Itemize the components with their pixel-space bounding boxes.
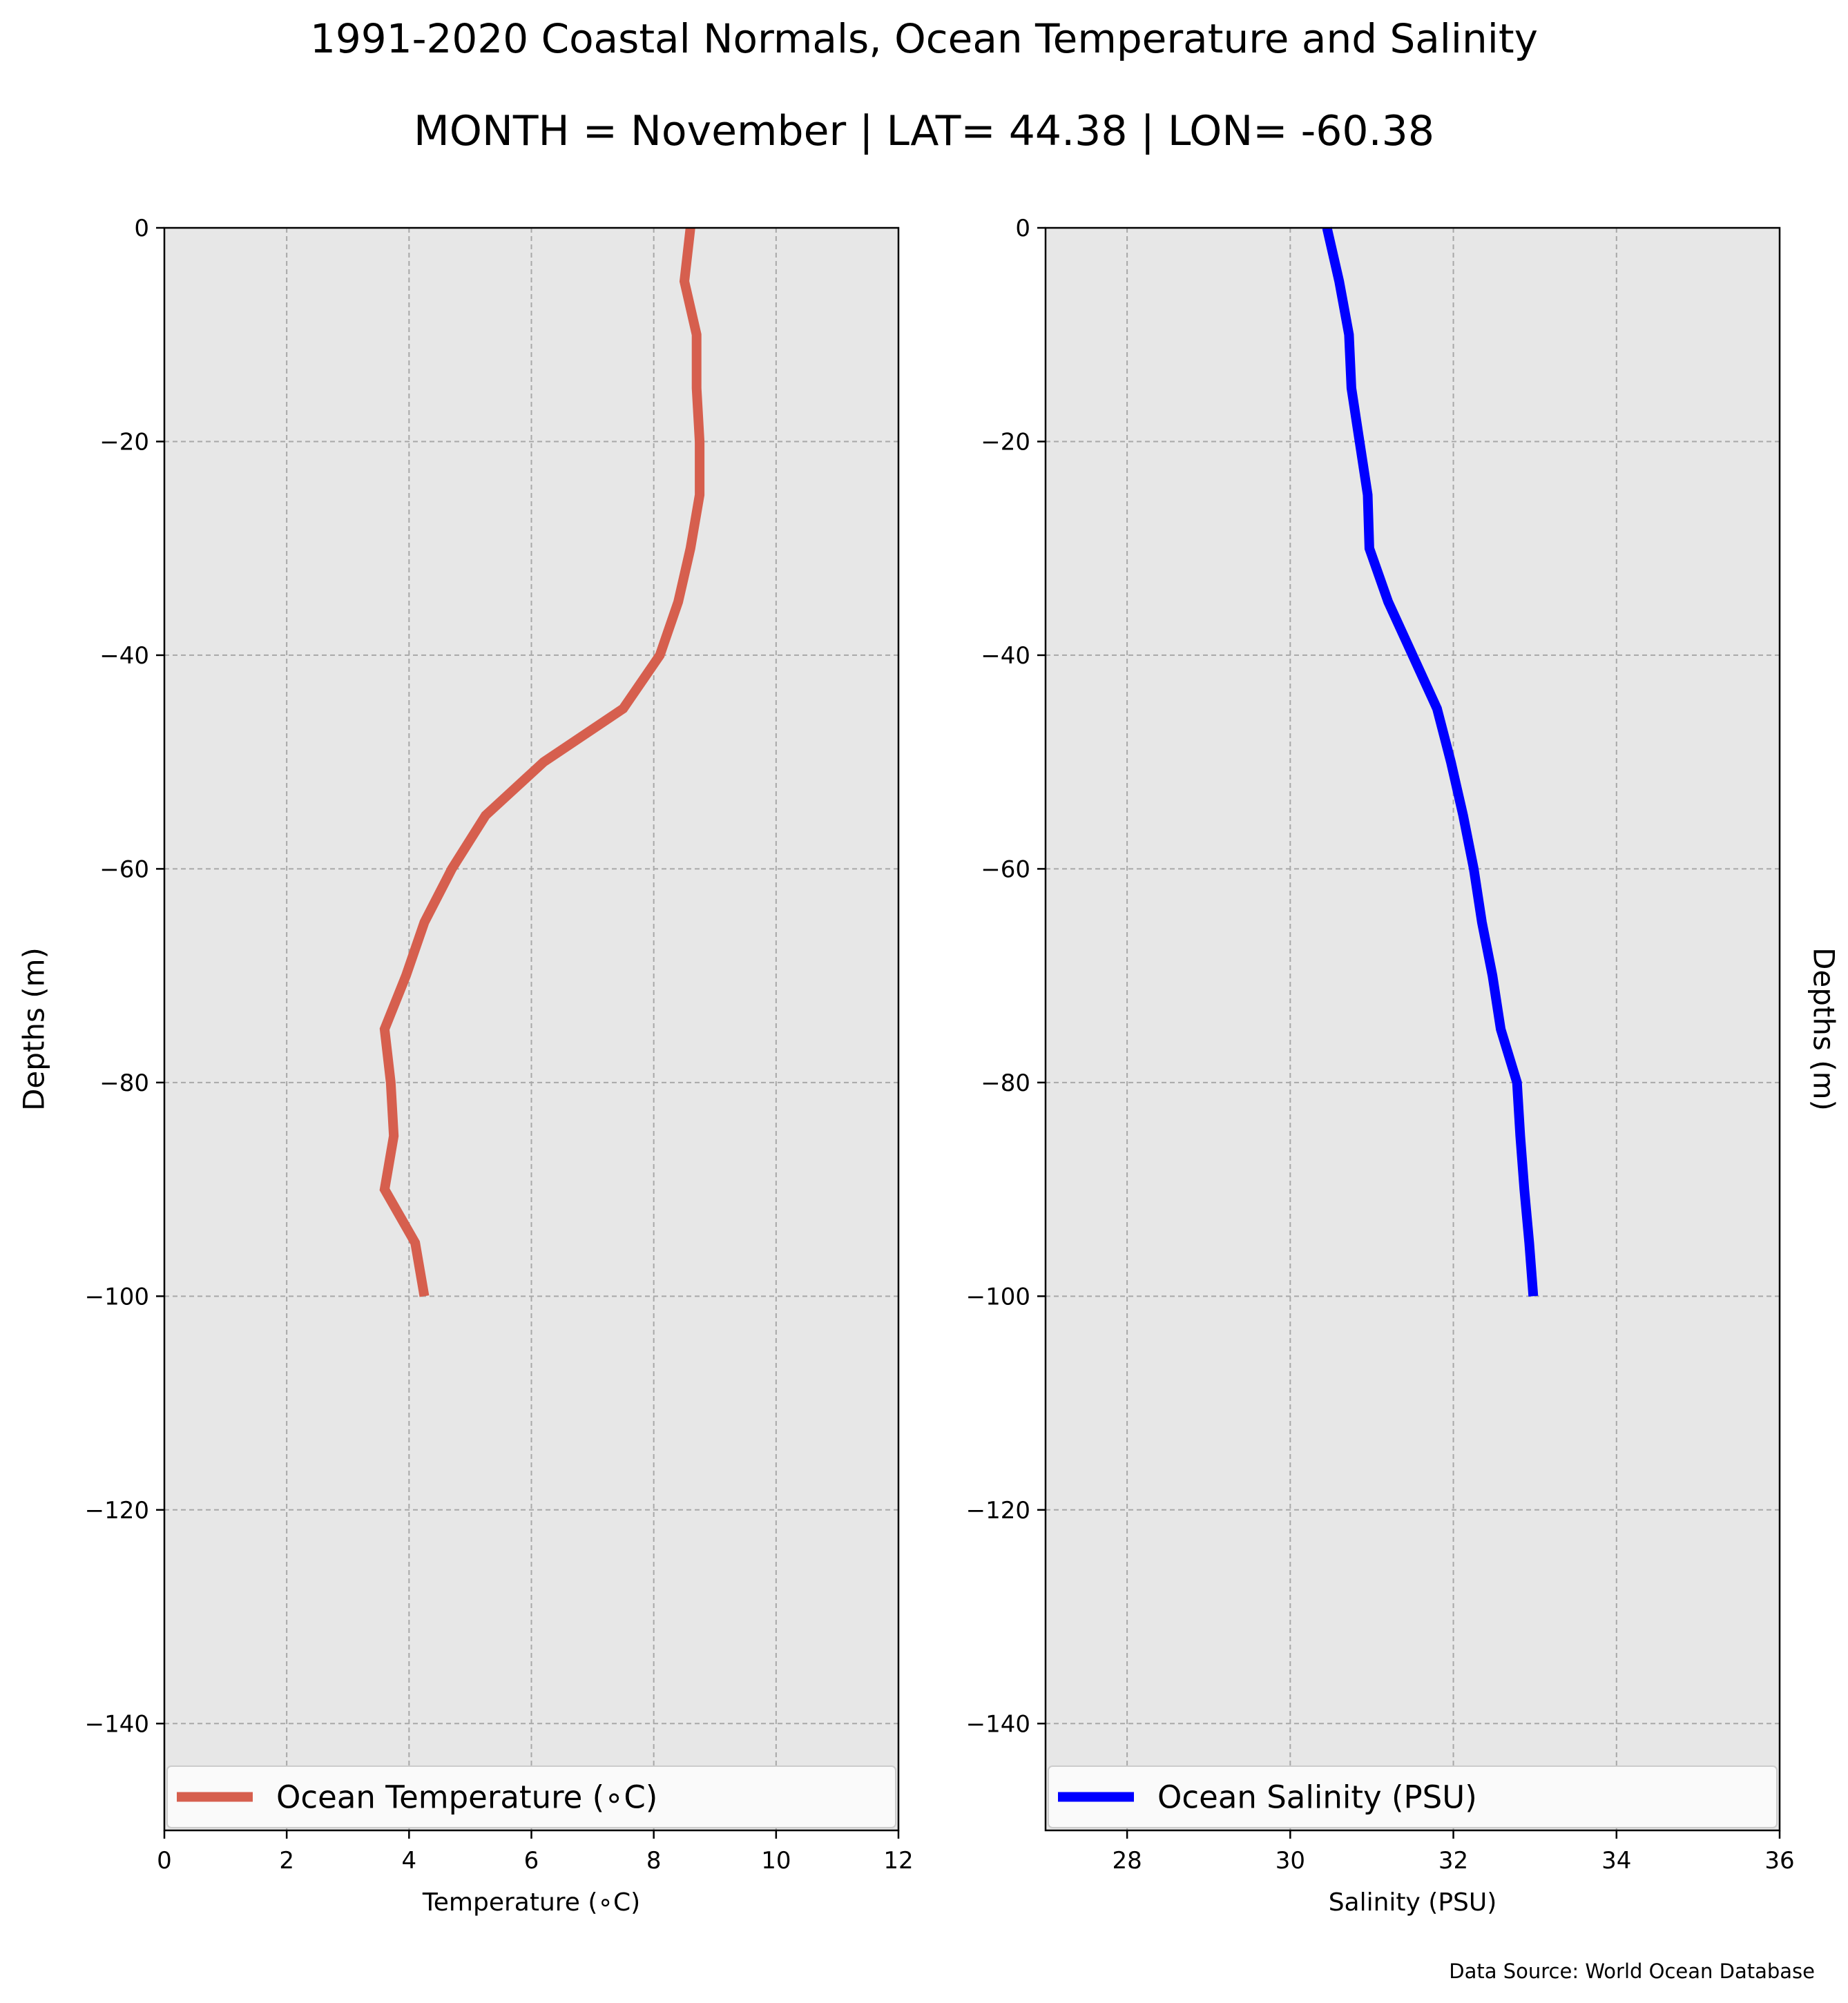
y-tick-label: −20 [99,428,149,456]
x-tick-label: 28 [1112,1847,1142,1875]
y-axis-label: Depths (m) [17,947,51,1111]
chart-subtitle: MONTH = November | LAT= 44.38 | LON= -60… [413,107,1435,155]
y-tick-label: −60 [981,855,1030,883]
legend-box [1048,1765,1778,1828]
x-tick-label: 30 [1276,1847,1305,1875]
x-tick-label: 32 [1438,1847,1468,1875]
y-tick-label: −80 [99,1070,149,1097]
y-tick-label: −120 [966,1497,1030,1525]
temperature-panel: Ocean Temperature (∘C) 0 −20 −40 −60 −80 −100 −… [17,215,914,1917]
x-tick-label: 6 [524,1847,539,1875]
y-tick-label: 0 [134,215,149,242]
x-axis-label: Salinity (PSU) [1329,1888,1497,1917]
legend-label: Ocean Temperature (∘C) [276,1779,657,1816]
x-axis-label: Temperature (∘C) [422,1888,640,1917]
x-tick-label: 36 [1764,1847,1794,1875]
y-tick-label: 0 [1015,215,1030,242]
chart-title: 1991-2020 Coastal Normals, Ocean Tempera… [310,15,1538,62]
y-axis-label: Depths (m) [1807,947,1841,1111]
y-tick-label: −60 [99,855,149,883]
y-tick-label: −140 [966,1710,1030,1738]
x-tick-label: 2 [279,1847,294,1875]
plot-area [1046,228,1780,1830]
salinity-panel: Ocean Salinity (PSU) 0 −20 −40 −60 −80 −100 −12… [966,215,1841,1917]
x-tick-label: 12 [883,1847,913,1875]
y-tick-label: −100 [85,1283,149,1310]
y-tick-label: −20 [981,428,1030,456]
temperature-series-line [379,227,705,1297]
x-tick-label: 10 [761,1847,791,1875]
y-tick-label: −100 [966,1283,1030,1310]
x-tick-label: 4 [402,1847,417,1875]
axes-frame [1044,226,1781,1832]
legend-box [166,1765,896,1828]
y-tick-label: −40 [99,642,149,670]
y-tick-label: −140 [85,1710,149,1738]
y-tick-label: −80 [981,1070,1030,1097]
x-tick-label: 8 [646,1847,662,1875]
legend-label: Ocean Salinity (PSU) [1157,1779,1477,1816]
salinity-series-line [1322,226,1539,1297]
data-source-note: Data Source: World Ocean Database [1449,1960,1815,1983]
x-tick-label: 34 [1601,1847,1631,1875]
y-tick-label: −120 [85,1497,149,1525]
y-tick-label: −40 [981,642,1030,670]
x-tick-label: 0 [157,1847,172,1875]
